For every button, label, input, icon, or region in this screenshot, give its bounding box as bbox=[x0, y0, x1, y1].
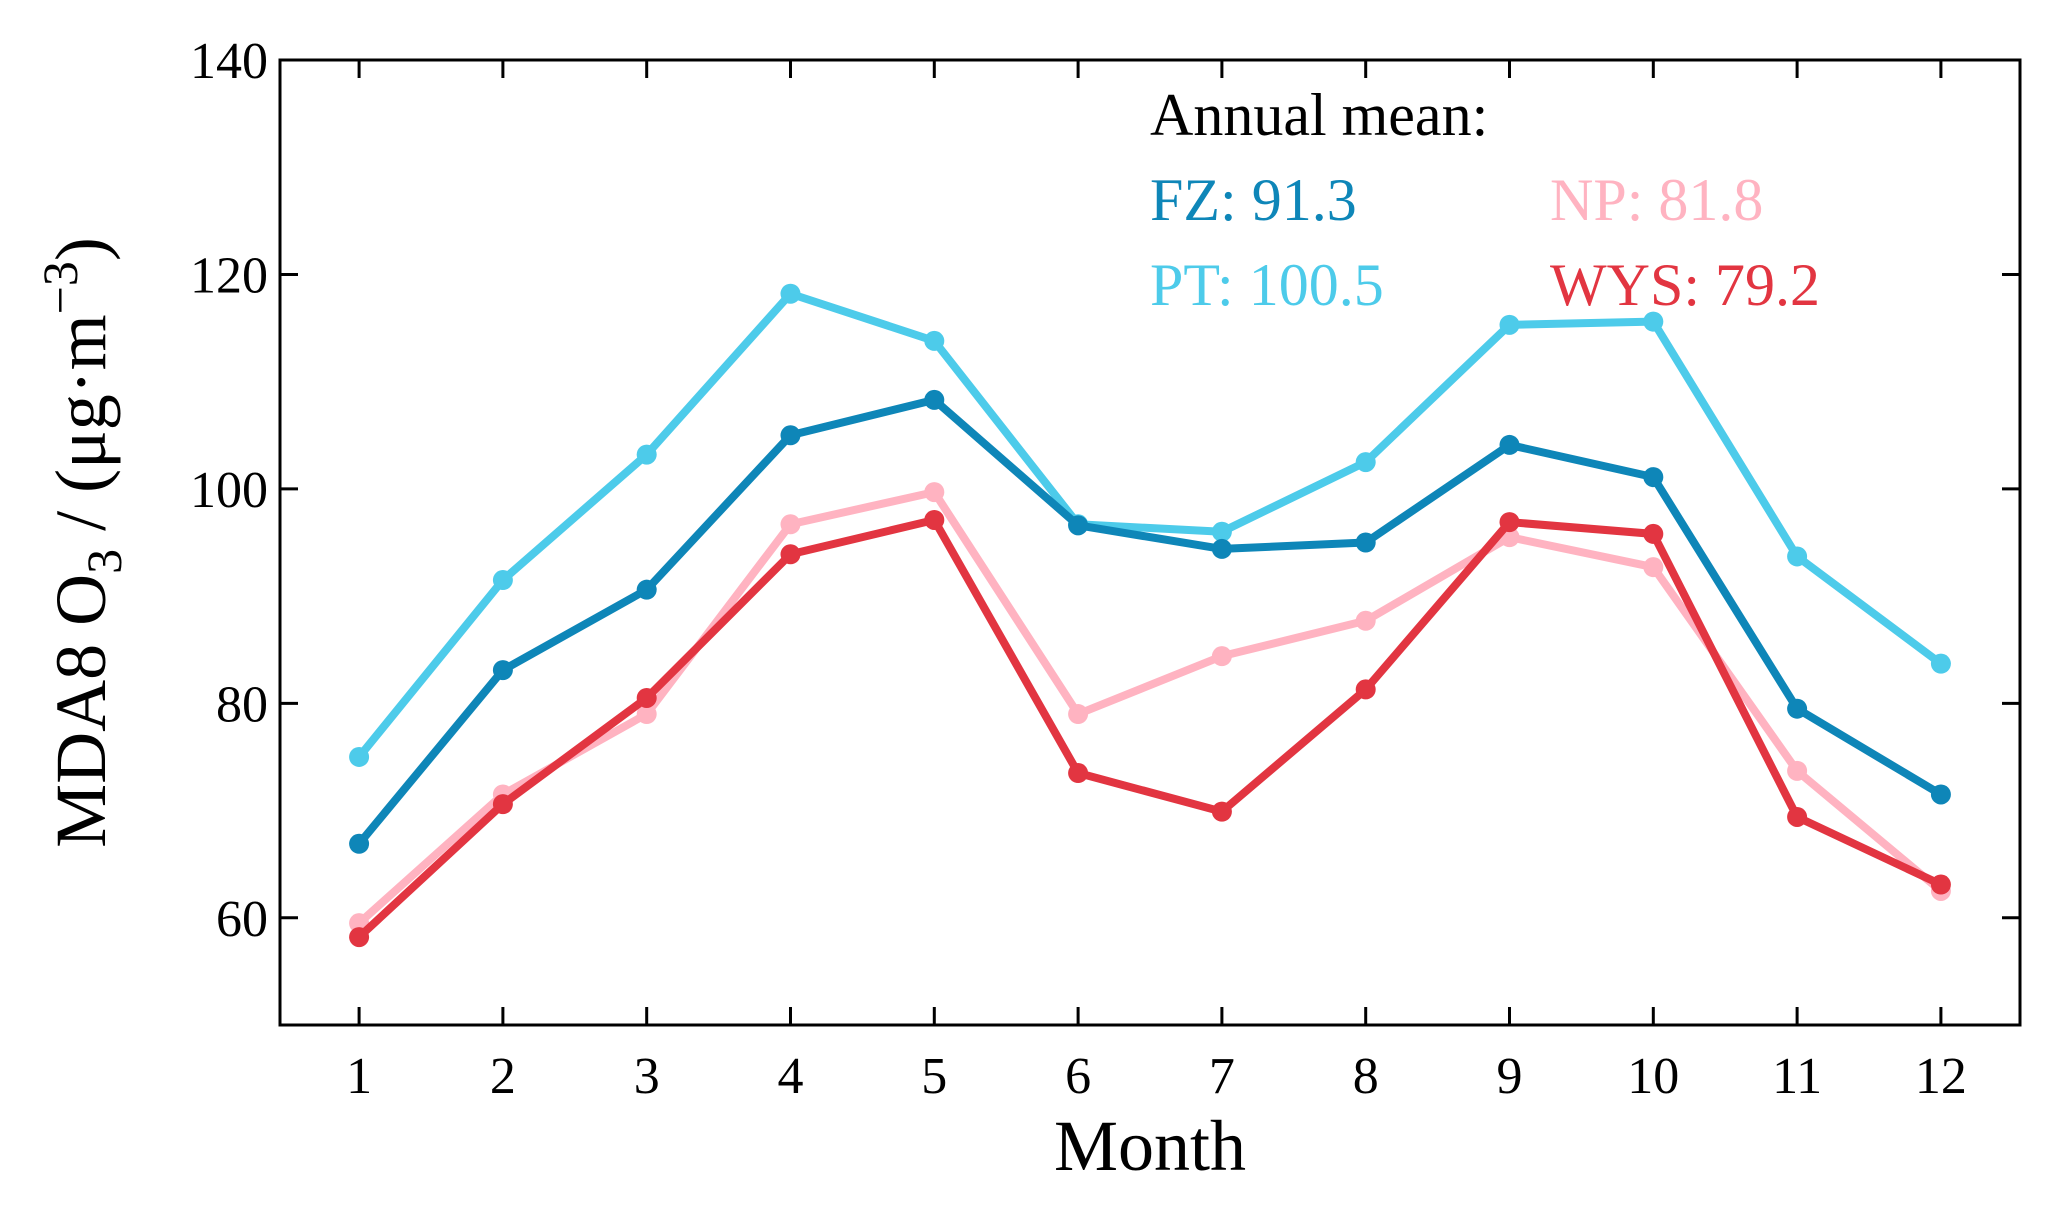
x-tick-label: 7 bbox=[1209, 1048, 1235, 1105]
data-point-pt bbox=[1787, 546, 1808, 567]
legend-entry-pt: PT: 100.5 bbox=[1150, 252, 1384, 318]
data-point-fz bbox=[349, 833, 370, 854]
data-point-fz bbox=[924, 389, 945, 410]
plot-frame bbox=[278, 58, 2022, 1027]
x-tick-label: 10 bbox=[1627, 1048, 1679, 1105]
data-point-wys bbox=[1068, 763, 1089, 784]
data-point-fz bbox=[780, 425, 801, 446]
y-tick-label: 60 bbox=[216, 891, 268, 948]
x-tick-label: 9 bbox=[1497, 1048, 1523, 1105]
axis-ticks bbox=[280, 58, 2020, 1025]
legend-title: Annual mean: bbox=[1150, 82, 1488, 148]
x-tick-label: 3 bbox=[634, 1048, 660, 1105]
data-point-wys bbox=[1499, 512, 1520, 533]
data-point-pt bbox=[1355, 452, 1376, 473]
y-axis-title-subscript: 3 bbox=[76, 549, 132, 574]
data-point-np bbox=[924, 482, 945, 503]
data-point-pt bbox=[924, 330, 945, 351]
x-tick-label: 1 bbox=[346, 1048, 372, 1105]
data-point-np bbox=[1211, 646, 1232, 667]
data-point-pt bbox=[1930, 653, 1951, 674]
legend-entry-wys: WYS: 79.2 bbox=[1550, 252, 1820, 318]
y-axis-title-superscript: −3 bbox=[32, 261, 88, 314]
data-point-pt bbox=[492, 570, 513, 591]
data-point-wys bbox=[349, 927, 370, 948]
data-point-pt bbox=[1643, 311, 1664, 332]
series-line-np bbox=[355, 488, 1945, 928]
data-point-fz bbox=[1787, 698, 1808, 719]
data-point-pt bbox=[349, 746, 370, 767]
data-point-fz bbox=[1930, 784, 1951, 805]
legend-entry-fz: FZ: 91.3 bbox=[1150, 167, 1357, 233]
x-tick-label: 5 bbox=[921, 1048, 947, 1105]
series-pt bbox=[349, 283, 1951, 767]
legend: Annual mean: FZ: 91.3 NP: 81.8 PT: 100.5… bbox=[1150, 82, 1820, 318]
y-tick-label: 120 bbox=[190, 247, 268, 304]
data-point-wys bbox=[1787, 806, 1808, 827]
x-tick-label: 6 bbox=[1065, 1048, 1091, 1105]
series-line-fz bbox=[355, 395, 1945, 848]
series-wys bbox=[349, 509, 1951, 948]
y-axis-title-unit-open: / (μg·m bbox=[41, 314, 121, 549]
data-point-pt bbox=[1211, 521, 1232, 542]
data-point-pt bbox=[1499, 314, 1520, 335]
data-point-np bbox=[1643, 557, 1664, 578]
series-fz bbox=[349, 389, 1951, 854]
data-point-fz bbox=[1068, 515, 1089, 536]
x-axis-title: Month bbox=[1054, 1106, 1246, 1186]
data-point-np bbox=[636, 704, 657, 725]
data-point-np bbox=[1068, 704, 1089, 725]
y-axis-title-main: MDA8 O bbox=[41, 574, 121, 848]
data-point-fz bbox=[636, 579, 657, 600]
data-point-pt bbox=[636, 444, 657, 465]
data-point-wys bbox=[924, 509, 945, 530]
data-point-wys bbox=[1355, 679, 1376, 700]
data-point-np bbox=[1355, 610, 1376, 631]
data-point-wys bbox=[492, 794, 513, 815]
y-axis-title: MDA8 O3 / (μg·m−3) bbox=[32, 237, 132, 848]
data-point-fz bbox=[1643, 467, 1664, 488]
series-line-pt bbox=[355, 289, 1945, 761]
x-tick-label: 12 bbox=[1915, 1048, 1967, 1105]
data-point-np bbox=[1787, 760, 1808, 781]
x-tick-label: 11 bbox=[1772, 1048, 1822, 1105]
series-line-wys bbox=[355, 515, 1945, 942]
data-point-wys bbox=[1930, 874, 1951, 895]
x-tick-label: 4 bbox=[777, 1048, 803, 1105]
y-tick-label: 80 bbox=[216, 676, 268, 733]
series-np bbox=[349, 482, 1951, 934]
legend-entry-np: NP: 81.8 bbox=[1550, 167, 1763, 233]
data-point-wys bbox=[780, 544, 801, 565]
series-layer bbox=[349, 283, 1951, 948]
data-point-wys bbox=[636, 687, 657, 708]
data-point-pt bbox=[780, 283, 801, 304]
data-point-fz bbox=[492, 660, 513, 681]
x-tick-label: 8 bbox=[1353, 1048, 1379, 1105]
data-point-fz bbox=[1499, 434, 1520, 455]
data-point-fz bbox=[1355, 532, 1376, 553]
y-axis-title-unit-close: ) bbox=[41, 237, 121, 261]
data-point-wys bbox=[1211, 801, 1232, 822]
y-tick-label: 140 bbox=[190, 33, 268, 90]
data-point-wys bbox=[1643, 523, 1664, 544]
data-point-np bbox=[780, 514, 801, 535]
x-tick-label: 2 bbox=[490, 1048, 516, 1105]
data-point-fz bbox=[1211, 538, 1232, 559]
y-tick-label: 100 bbox=[190, 462, 268, 519]
